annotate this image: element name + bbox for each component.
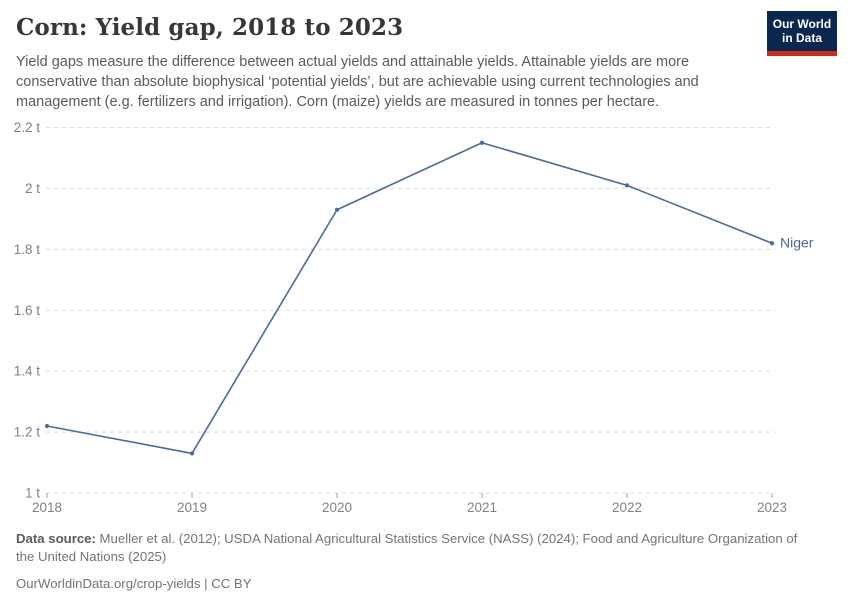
owid-logo: Our World in Data [767,11,837,56]
x-tick-label: 2023 [757,500,787,515]
y-tick-label: 2 t [25,181,40,196]
data-point[interactable] [334,207,340,212]
y-tick-label: 2.2 t [14,120,41,135]
x-tick-label: 2019 [177,500,207,515]
owid-logo-line1: Our World [772,17,832,31]
line-chart: 1 t 1.2 t 1.4 t 1.6 t 1.8 t 2 t 2.2 t 2018 2019 2… [0,105,850,525]
owid-logo-box: Our World in Data [767,11,837,51]
chart-subtitle: Yield gaps measure the difference betwee… [16,54,699,110]
x-tick-label: 2018 [32,500,62,515]
data-point[interactable] [189,451,195,456]
series-end-label[interactable]: Niger [780,235,814,251]
chart-footer: Data source: Mueller et al. (2012); USDA… [16,530,808,593]
y-tick-label: 1.6 t [14,303,41,318]
page-title: Corn: Yield gap, 2018 to 2023 [16,14,404,41]
x-tick-label: 2021 [467,500,497,515]
series-line-niger[interactable] [46,141,773,455]
x-tick-label: 2022 [612,500,642,515]
x-tick-label: 2020 [322,500,352,515]
data-source-text: Mueller et al. (2012); USDA National Agr… [16,531,798,565]
data-point[interactable] [624,183,630,188]
data-source-label: Data source: [16,531,96,546]
permalink-license[interactable]: OurWorldinData.org/crop-yields | CC BY [16,575,252,591]
data-point[interactable] [479,140,485,145]
data-point[interactable] [44,423,50,429]
data-source-line: Data source: Mueller et al. (2012); USDA… [16,530,808,567]
y-tick-label: 1.2 t [14,425,41,440]
chart-plot-area[interactable]: 1 t 1.2 t 1.4 t 1.6 t 1.8 t 2 t 2.2 t 2018 2019 2… [0,105,850,525]
y-tick-label: 1.4 t [14,364,41,379]
data-point[interactable] [769,241,775,246]
owid-logo-line2: in Data [781,31,822,46]
owid-logo-red-bar [767,50,837,56]
y-tick-label: 1 t [25,486,40,501]
y-tick-label: 1.8 t [14,242,41,257]
